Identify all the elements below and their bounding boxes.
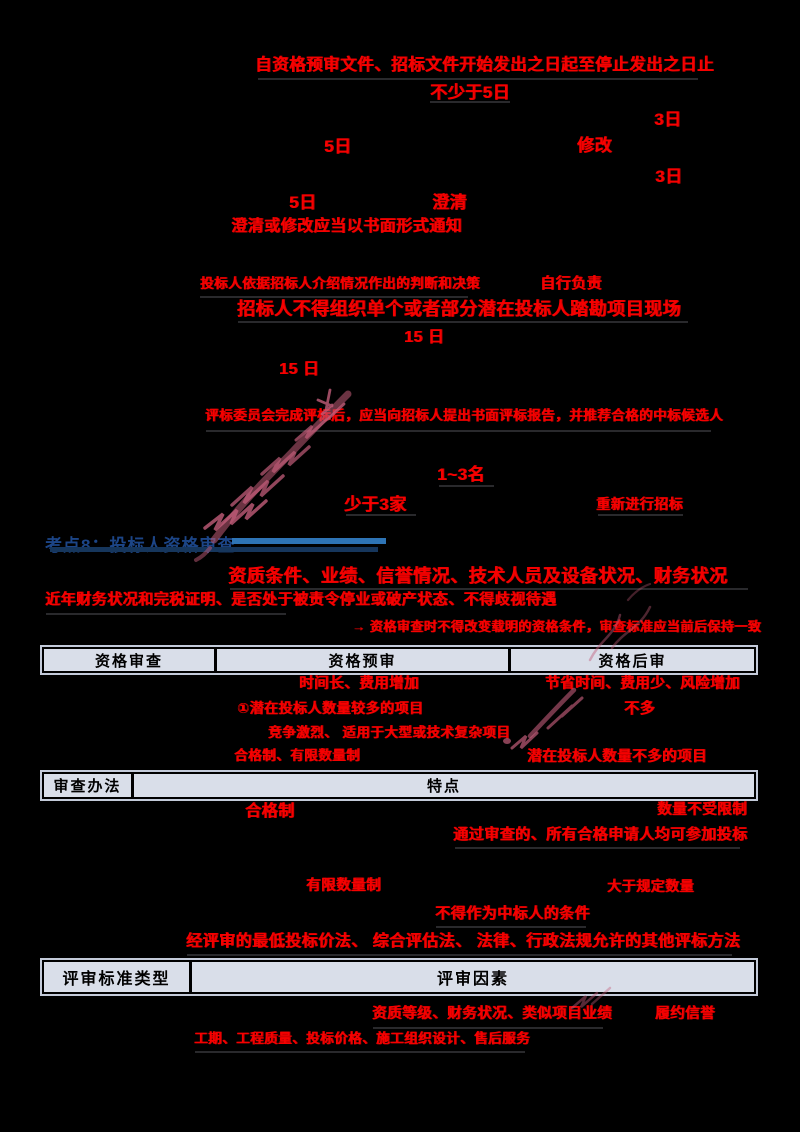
- note-qualification-content: 资质条件、业绩、信誉情况、技术人员及设备状况、财务状况: [228, 566, 728, 586]
- answer-5-days-a: 5日: [324, 137, 352, 156]
- table-header-cell: 资格审查: [44, 649, 214, 671]
- note-site-visit: 招标人不得组织单个或者部分潜在投标人踏勘项目现场: [237, 299, 681, 319]
- ghost-underline: [455, 847, 740, 849]
- answer-rebid: 重新进行招标: [596, 496, 683, 512]
- criteria-table-header: 评审标准类型 评审因素: [40, 958, 758, 996]
- ghost-underline: [238, 321, 688, 323]
- answer-clarify: 澄清: [432, 193, 467, 212]
- cell-not-basis: 不得作为中标人的条件: [435, 905, 591, 922]
- cell-prequal-methods: 合格制、有限数量制: [234, 748, 360, 763]
- cell-detailed-factors: 工期、工程质量、投标价格、施工组织设计、售后服务: [194, 1031, 530, 1046]
- ghost-underline: [187, 954, 732, 956]
- note-issue-period: 自资格预审文件、招标文件开始发出之日起至停止发出之日止: [255, 56, 714, 74]
- table-header-cell: 评审因素: [189, 962, 754, 992]
- table-header-cell: 资格后审: [508, 649, 754, 671]
- answer-few-applicants: 少于3家: [344, 495, 407, 514]
- answer-5-days-b: 5日: [289, 193, 317, 212]
- cell-credit: 履约信誉: [655, 1006, 715, 1022]
- ghost-underline: [258, 78, 698, 80]
- answer-15-days-b: 15 日: [279, 361, 320, 378]
- ghost-underline: [436, 926, 586, 928]
- table-header-cell: 特点: [131, 774, 754, 797]
- ghost-underline: [230, 588, 748, 590]
- table-header-cell: 资格预审: [214, 649, 508, 671]
- qualification-review-table-header: 资格审查 资格预审 资格后审: [40, 645, 758, 675]
- ghost-underline: [206, 430, 711, 432]
- answer-not-less-than-5-days: 不少于5日: [430, 83, 510, 102]
- answer-3-days-a: 3日: [654, 110, 682, 129]
- ghost-underline: [430, 101, 510, 103]
- table-header-cell: 审查办法: [44, 774, 131, 797]
- cell-no-limit: 数量不受限制: [657, 802, 747, 818]
- cell-prequal-time: 时间长、费用增加: [299, 676, 419, 692]
- ghost-underline: [195, 1051, 525, 1053]
- note-evaluation-methods: 经评审的最低投标价法、 综合评估法、 法律、行政法规允许的其他评标方法: [186, 933, 741, 950]
- note-qualification-content-2: 近年财务状况和完税证明、是否处于被责令停业或破产状态、不得歧视待遇: [45, 591, 557, 608]
- review-method-table-header: 审查办法 特点: [40, 770, 758, 801]
- note-evaluation-report: 评标委员会完成评标后，应当向招标人提出书面评标报告，并推荐合格的中标候选人: [205, 408, 723, 423]
- ghost-underline: [373, 1027, 603, 1029]
- heading-shadow-bar: [50, 547, 378, 552]
- note-judgement: 投标人依据招标人介绍情况作出的判断和决策: [200, 276, 480, 291]
- cell-prequal-feature: 竞争激烈、 适用于大型或技术复杂项目: [268, 725, 511, 740]
- answer-candidates-1-3: 1~3名: [437, 465, 485, 484]
- cell-over-count: 大于规定数量: [607, 878, 694, 894]
- answer-self-responsibility: 自行负责: [540, 275, 603, 292]
- cell-limited-system: 有限数量制: [306, 878, 381, 894]
- ghost-underline: [598, 514, 683, 516]
- section-heading: 考点8：投标人资格审查: [45, 536, 236, 555]
- cell-pass-system: 合格制: [245, 803, 295, 820]
- cell-pass-detail: 通过审查的、所有合格申请人均可参加投标: [453, 826, 748, 843]
- cell-postqual-apply: 不多: [624, 700, 656, 717]
- cell-postqual-scope: 潜在投标人数量不多的项目: [527, 749, 707, 765]
- note-arrow-consistency: → 资格审查时不得改变载明的资格条件，审查标准应当前后保持一致: [352, 619, 762, 634]
- note-written-notice: 澄清或修改应当以书面形式通知: [231, 218, 463, 235]
- answer-15-days-a: 15 日: [404, 329, 445, 346]
- ghost-underline: [439, 485, 494, 487]
- answer-modify: 修改: [577, 136, 612, 155]
- cell-prequal-apply: ①潜在投标人数量较多的项目: [237, 700, 424, 716]
- cell-qualification-factors: 资质等级、财务状况、类似项目业绩: [372, 1006, 612, 1022]
- table-header-cell: 评审标准类型: [44, 962, 189, 992]
- ghost-underline: [346, 514, 416, 516]
- heading-highlight-bar: [232, 538, 386, 544]
- cell-postqual-time: 节省时间、费用少、风险增加: [545, 676, 740, 692]
- ghost-underline: [46, 613, 286, 615]
- ghost-underline: [200, 296, 468, 298]
- answer-3-days-b: 3日: [655, 167, 683, 186]
